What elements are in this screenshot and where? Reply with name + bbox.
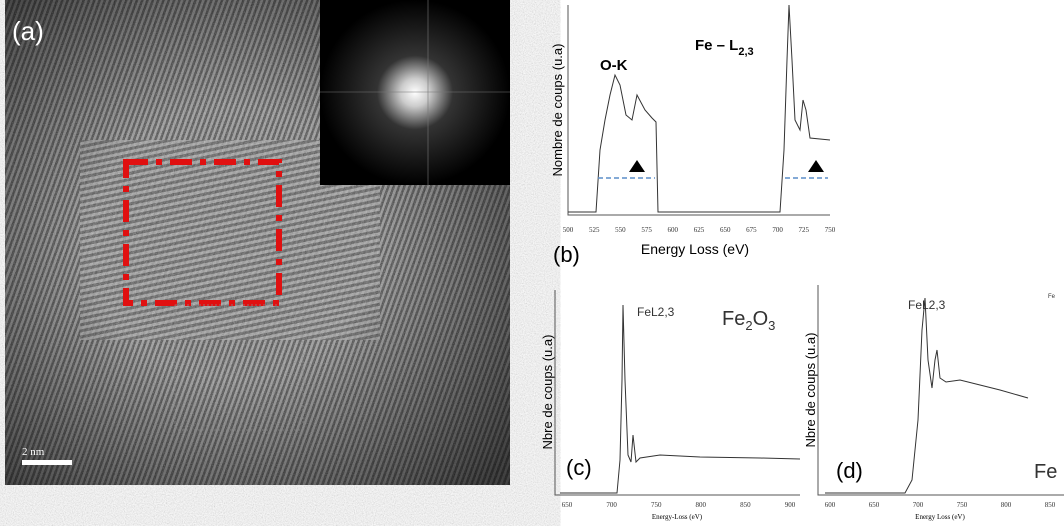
x-tick-label: 650 xyxy=(720,226,731,234)
x-label: Energy Loss (eV) xyxy=(641,241,749,257)
annotation: Fe – L xyxy=(695,37,738,54)
panel-label: (a) xyxy=(12,16,44,46)
x-tick-label: 700 xyxy=(606,501,617,509)
panel-label: (d) xyxy=(836,458,863,483)
scale-bar: 2 nm xyxy=(22,446,45,458)
x-tick-label: 850 xyxy=(740,501,751,509)
x-tick-label: 800 xyxy=(696,501,707,509)
x-tick-label: 675 xyxy=(746,226,757,234)
x-tick-label: 750 xyxy=(825,226,836,234)
spectrum-b: O-K Fe – L2,3 Nombre de coups (u.a) Ener… xyxy=(550,4,836,267)
x-tick-label: 700 xyxy=(913,501,924,509)
x-tick-label: 550 xyxy=(615,226,626,234)
spectrum xyxy=(825,297,1029,494)
y-label: Nbre de coups (u.a) xyxy=(803,333,818,448)
axes xyxy=(817,285,1064,496)
x-tick-label: 650 xyxy=(562,501,573,509)
x-tick-label: 575 xyxy=(641,226,652,234)
x-tick-label: 900 xyxy=(785,501,796,509)
x-label: Energy-Loss (eV) xyxy=(652,513,703,521)
tem-image: 2 nm (a) xyxy=(5,0,510,485)
subscript: 3 xyxy=(768,318,775,333)
spectrum xyxy=(560,304,801,494)
x-tick-label: 750 xyxy=(957,501,968,509)
x-tick-label: 700 xyxy=(772,226,783,234)
x-tick-label: 500 xyxy=(563,226,574,234)
compound: Fe2O3 xyxy=(722,308,775,333)
x-tick-label: 600 xyxy=(825,501,836,509)
y-label: Nombre de coups (u.a) xyxy=(550,44,565,177)
axes xyxy=(567,5,830,216)
x-tick-label: 600 xyxy=(668,226,679,234)
x-tick-label: 525 xyxy=(589,226,600,234)
x-tick-label: 625 xyxy=(694,226,705,234)
compound: O xyxy=(753,308,769,330)
x-label: Energy Loss (eV) xyxy=(915,513,965,521)
subscript: 2 xyxy=(745,318,752,333)
spectrum-d: FeL2,3 Fe Fe Nbre de coups (u.a) Energy … xyxy=(803,285,1064,521)
x-tick-label: 800 xyxy=(1001,501,1012,509)
annotation: Fe – L2,3 xyxy=(695,37,754,58)
annotation: O-K xyxy=(600,57,628,74)
x-tick-label: 750 xyxy=(651,501,662,509)
subscript: 2,3 xyxy=(738,46,753,58)
panel-label: (b) xyxy=(553,242,580,267)
edge-label: FeL2,3 xyxy=(637,305,675,319)
x-tick-label: 850 xyxy=(1045,501,1056,509)
compound: Fe xyxy=(1034,461,1057,483)
corner-label: Fe xyxy=(1048,294,1056,300)
spectrum-c: FeL2,3 Fe2O3 Nbre de coups (u.a) Energy-… xyxy=(540,290,801,521)
panel-label: (c) xyxy=(566,455,592,480)
x-tick-label: 725 xyxy=(799,226,810,234)
edge-label: FeL2,3 xyxy=(908,298,946,312)
x-tick-label: 650 xyxy=(869,501,880,509)
y-label: Nbre de coups (u.a) xyxy=(540,335,555,450)
compound: Fe xyxy=(722,308,745,330)
spectrum xyxy=(568,4,831,213)
axes xyxy=(554,290,800,496)
